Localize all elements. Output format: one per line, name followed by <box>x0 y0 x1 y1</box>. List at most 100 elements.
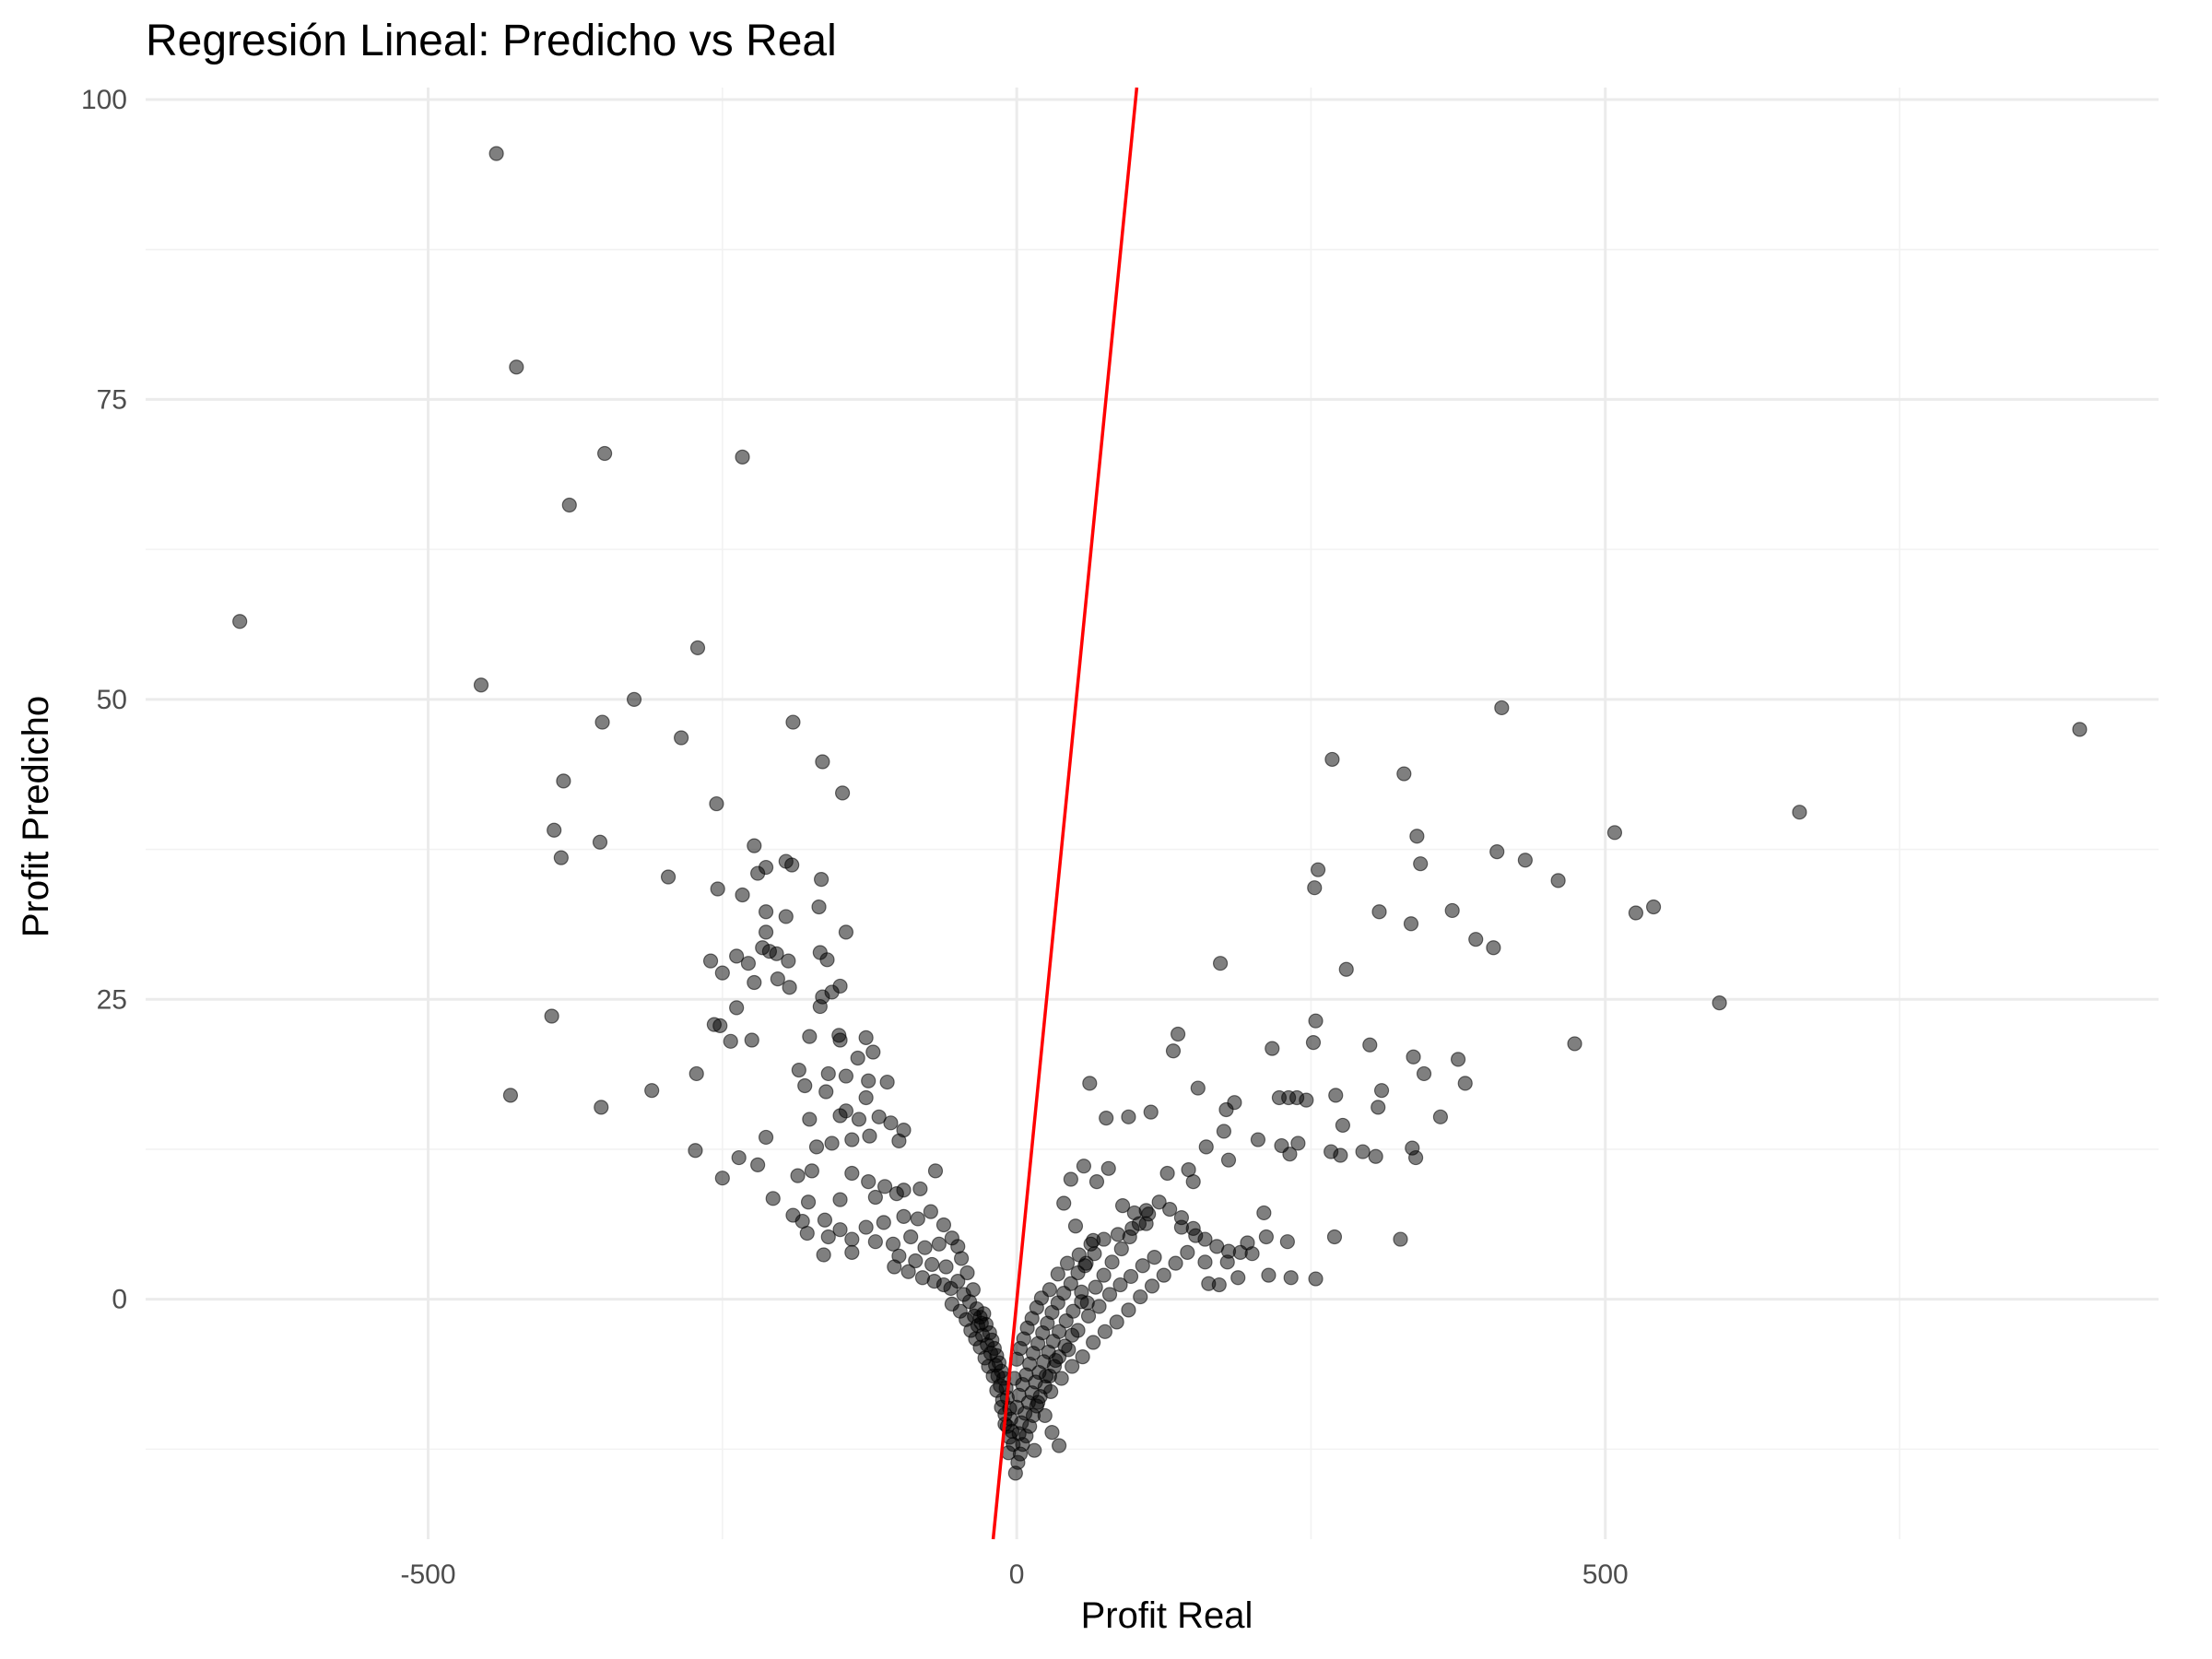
data-point <box>473 677 489 693</box>
data-point <box>1307 880 1323 896</box>
y-tick-label: 25 <box>97 984 127 1015</box>
data-point <box>723 1033 738 1049</box>
y-tick-label: 100 <box>81 85 127 115</box>
data-point <box>592 834 608 850</box>
data-point <box>1096 1267 1112 1283</box>
data-point <box>865 1044 881 1060</box>
data-point <box>1212 956 1229 971</box>
data-point <box>1333 1147 1348 1163</box>
data-point <box>688 1065 704 1082</box>
data-point <box>1112 1277 1128 1293</box>
data-point <box>689 640 706 655</box>
data-point <box>1063 1276 1078 1291</box>
data-point <box>758 924 774 940</box>
minor-gridlines <box>146 88 2159 1539</box>
data-point <box>735 449 750 465</box>
data-point <box>1165 1043 1182 1059</box>
data-point <box>944 1296 959 1312</box>
data-point <box>556 773 571 789</box>
data-point <box>1274 1137 1289 1154</box>
data-point <box>1050 1266 1065 1282</box>
data-point <box>861 1174 877 1190</box>
data-point <box>1109 1314 1124 1330</box>
data-point <box>844 1244 860 1261</box>
data-point <box>784 857 800 873</box>
data-point <box>885 1236 901 1252</box>
data-point <box>1712 995 1727 1011</box>
data-point <box>824 984 840 1000</box>
data-point <box>644 1083 660 1099</box>
data-point <box>750 865 766 881</box>
data-point <box>1450 1052 1466 1067</box>
data-point <box>812 998 828 1015</box>
data-point <box>758 904 774 920</box>
data-point <box>858 1030 874 1046</box>
data-point <box>594 714 610 730</box>
data-point <box>710 881 725 897</box>
data-point <box>765 1191 781 1206</box>
data-point <box>1362 1037 1378 1053</box>
data-point <box>1305 1035 1322 1051</box>
data-point <box>935 1217 952 1233</box>
data-point <box>1100 1160 1116 1176</box>
data-point <box>867 1234 883 1250</box>
data-point <box>747 974 762 991</box>
data-point <box>924 1256 940 1273</box>
data-point <box>1030 1394 1046 1410</box>
data-point <box>1240 1235 1255 1251</box>
data-point <box>1432 1109 1449 1124</box>
data-point <box>1056 1195 1072 1211</box>
data-point <box>1185 1174 1201 1190</box>
data-point <box>750 1157 766 1172</box>
data-point <box>858 1219 874 1235</box>
data-point <box>1143 1104 1159 1120</box>
data-point <box>1188 1228 1204 1243</box>
data-point <box>1457 1076 1473 1091</box>
data-point <box>1409 829 1425 844</box>
data-point <box>1009 1399 1025 1415</box>
data-point <box>989 1382 1005 1398</box>
data-point <box>1067 1218 1084 1234</box>
data-point <box>1038 1368 1054 1384</box>
data-points <box>232 146 2088 1481</box>
data-point <box>838 1068 854 1084</box>
data-point <box>1059 1255 1076 1271</box>
data-point <box>1144 1278 1160 1294</box>
data-point <box>561 497 577 513</box>
data-point <box>883 1115 899 1131</box>
data-point <box>1406 1049 1421 1065</box>
x-tick-label: 0 <box>1009 1559 1025 1590</box>
data-point <box>927 1163 944 1179</box>
data-point <box>1258 1229 1274 1245</box>
data-point <box>917 1240 933 1255</box>
data-point <box>1396 766 1412 782</box>
data-point <box>1082 1076 1098 1091</box>
data-point <box>1444 902 1460 919</box>
data-point <box>1299 1092 1314 1108</box>
data-point <box>1123 1268 1139 1285</box>
data-point <box>824 1135 840 1151</box>
data-point <box>1290 1135 1306 1151</box>
data-point <box>1063 1171 1078 1187</box>
data-point <box>879 1074 895 1090</box>
data-point <box>832 1192 848 1207</box>
data-point <box>1328 1088 1344 1103</box>
data-point <box>1308 1013 1324 1029</box>
data-point <box>861 1073 877 1088</box>
data-point <box>744 1032 759 1048</box>
data-point <box>844 1132 860 1147</box>
data-point <box>544 1008 559 1024</box>
data-point <box>1413 856 1429 872</box>
data-point <box>1135 1258 1150 1274</box>
data-point <box>1037 1407 1053 1424</box>
data-point <box>900 1264 916 1279</box>
data-point <box>674 730 689 746</box>
data-point <box>1324 751 1340 768</box>
data-point <box>1065 1303 1081 1319</box>
data-point <box>1180 1244 1195 1261</box>
data-point <box>547 822 562 838</box>
data-point <box>1216 1124 1232 1139</box>
data-point <box>1371 1100 1386 1115</box>
x-axis-label: Profit Real <box>1081 1595 1253 1636</box>
